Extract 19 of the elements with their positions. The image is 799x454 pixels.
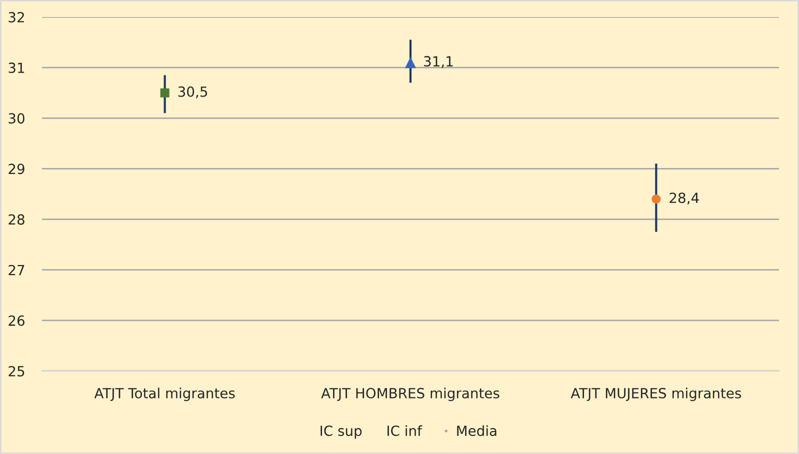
point — [160, 88, 170, 98]
text: IC inf — [388, 425, 422, 436]
y-tick-label: 30 — [8, 113, 24, 124]
y-tick-label: 29 — [8, 164, 24, 174]
data-label: 31,1 — [424, 56, 453, 68]
x-tick-label: ATJT Total migrantes — [94, 388, 235, 402]
x-tick-label: ATJT MUJERES migrantes — [570, 388, 742, 402]
y-tick-label: 25 — [8, 366, 24, 376]
text: IC sup — [320, 426, 362, 439]
x-tick-label: ATJT HOMBRES migrantes — [321, 388, 500, 402]
data-label: 28,4 — [670, 192, 699, 205]
y-tick-label: 32 — [8, 12, 24, 22]
y-tick-label: 26 — [8, 315, 24, 326]
point — [652, 194, 661, 204]
text: Media — [457, 425, 496, 436]
data-label: 30,5 — [178, 86, 208, 98]
y-tick-label: 28 — [8, 214, 24, 225]
y-tick-label: 27 — [8, 264, 24, 276]
y-tick-label: 31 — [8, 62, 24, 74]
